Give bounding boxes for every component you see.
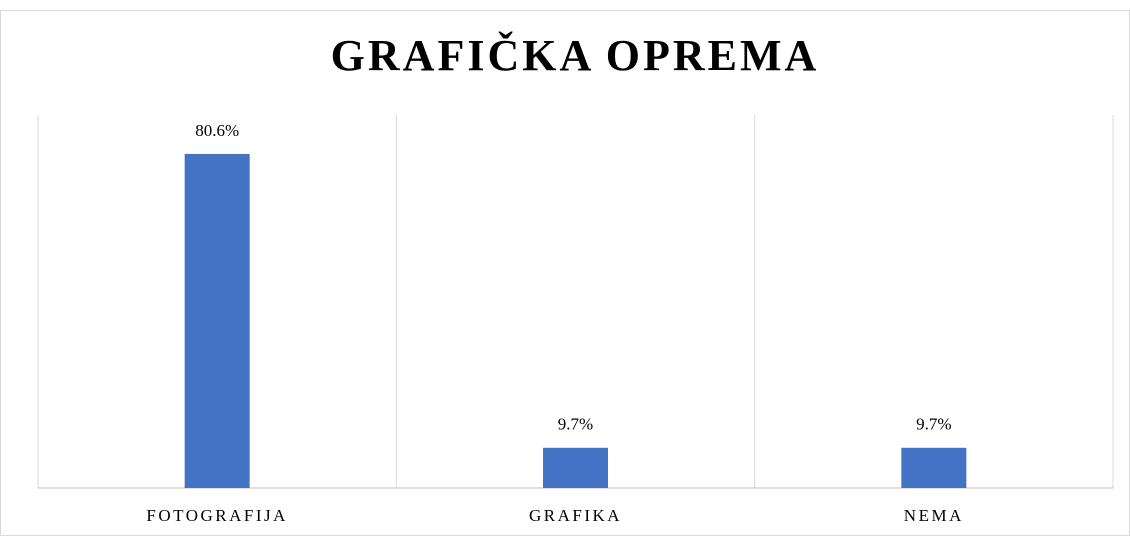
value-label: 9.7% (916, 415, 951, 434)
value-label: 9.7% (558, 415, 593, 434)
bar (543, 447, 608, 488)
chart-title: GRAFIČKA OPREMA (331, 31, 820, 80)
bar (184, 153, 250, 489)
x-tick-label: FOTOGRAFIJA (146, 506, 288, 525)
x-tick-label: GRAFIKA (529, 506, 622, 525)
bar (901, 447, 967, 488)
x-tick-label: NEMA (904, 506, 964, 525)
value-label: 80.6% (195, 121, 239, 140)
